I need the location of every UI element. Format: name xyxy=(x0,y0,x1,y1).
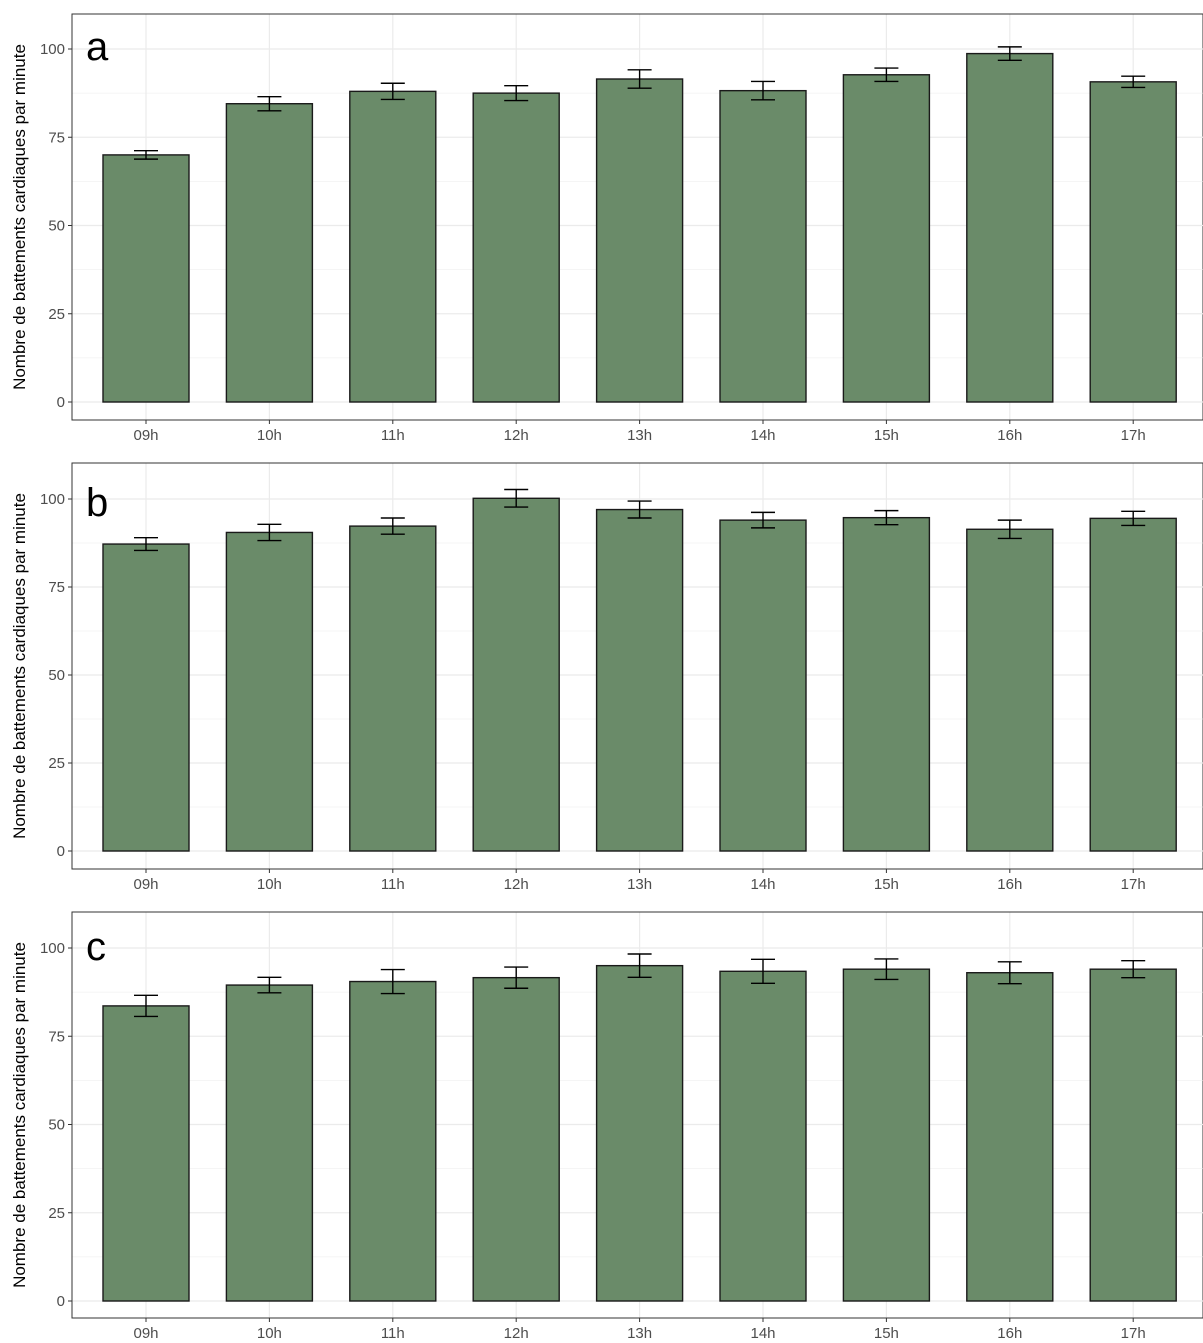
bar xyxy=(595,964,684,1302)
x-tick-label: 09h xyxy=(133,1325,158,1342)
bar xyxy=(1089,968,1177,1302)
x-tick-label: 14h xyxy=(750,427,775,444)
panel-b-letter: b xyxy=(86,481,108,525)
x-tick-label: 13h xyxy=(627,876,652,893)
y-tick-label: 0 xyxy=(57,1293,65,1310)
x-tick-label: 09h xyxy=(133,427,158,444)
bar xyxy=(225,531,314,852)
x-tick-label: 13h xyxy=(627,1325,652,1342)
bar xyxy=(595,78,684,403)
x-tick-label: 15h xyxy=(874,427,899,444)
y-tick-label: 0 xyxy=(57,843,65,860)
bar xyxy=(102,154,190,403)
y-tick-label: 75 xyxy=(48,579,65,596)
y-tick-label: 100 xyxy=(40,491,65,508)
x-tick-label: 12h xyxy=(504,876,529,893)
panel-a-yticks: 0 25 50 75 100 xyxy=(40,41,72,411)
panel-a: 0 25 50 75 100 09h 10h 11h 12h 13h 14h 15h 16h 17h a… xyxy=(10,13,1203,444)
panel-c: 0 25 50 75 100 09h 10h 11h 12h 13h 14h 15h 16h 17h c… xyxy=(10,911,1203,1342)
bar xyxy=(719,519,807,852)
y-tick-label: 100 xyxy=(40,940,65,957)
panel-b-bars xyxy=(102,488,1177,852)
x-tick-label: 12h xyxy=(504,427,529,444)
panel-c-xticks: 09h 10h 11h 12h 13h 14h 15h 16h 17h xyxy=(133,1318,1146,1342)
panel-a-xticks: 09h 10h 11h 12h 13h 14h 15h 16h 17h xyxy=(133,420,1146,444)
y-tick-label: 25 xyxy=(48,755,65,772)
panel-b: 0 25 50 75 100 09h 10h 11h 12h 13h 14h 15h 16h 17h b… xyxy=(10,462,1203,893)
bar xyxy=(472,497,560,852)
y-tick-label: 50 xyxy=(48,667,65,684)
x-tick-label: 16h xyxy=(997,427,1022,444)
bar xyxy=(966,528,1054,852)
panel-c-letter: c xyxy=(86,925,106,969)
x-tick-label: 11h xyxy=(381,876,405,893)
bar xyxy=(349,980,437,1302)
bar xyxy=(1089,517,1177,852)
bar xyxy=(472,92,560,403)
x-tick-label: 15h xyxy=(874,1325,899,1342)
panel-a-letter: a xyxy=(86,25,109,69)
bar xyxy=(349,90,437,403)
y-tick-label: 100 xyxy=(40,41,65,58)
x-tick-label: 12h xyxy=(504,1325,529,1342)
x-tick-label: 14h xyxy=(750,876,775,893)
x-tick-label: 16h xyxy=(997,876,1022,893)
bar xyxy=(595,508,684,852)
bar xyxy=(842,516,931,852)
x-tick-label: 17h xyxy=(1121,876,1146,893)
panel-a-bars xyxy=(102,46,1177,403)
y-tick-label: 50 xyxy=(48,218,65,235)
panel-b-ylabel: Nombre de battements cardiaques par minu… xyxy=(10,493,29,839)
x-tick-label: 17h xyxy=(1121,1325,1146,1342)
x-tick-label: 13h xyxy=(627,427,652,444)
bar xyxy=(966,972,1054,1302)
bar xyxy=(225,984,314,1302)
panel-c-ylabel: Nombre de battements cardiaques par minu… xyxy=(10,942,29,1288)
x-tick-label: 10h xyxy=(257,876,282,893)
x-tick-label: 16h xyxy=(997,1325,1022,1342)
x-tick-label: 10h xyxy=(257,427,282,444)
bar xyxy=(966,52,1054,403)
y-tick-label: 25 xyxy=(48,1205,65,1222)
bar xyxy=(472,976,560,1302)
x-tick-label: 11h xyxy=(381,1325,405,1342)
bar xyxy=(102,1005,190,1302)
bar xyxy=(102,543,190,852)
panel-c-yticks: 0 25 50 75 100 xyxy=(40,940,72,1310)
panel-c-bars xyxy=(102,953,1177,1302)
x-tick-label: 09h xyxy=(133,876,158,893)
bar xyxy=(349,525,437,852)
bar xyxy=(225,103,314,403)
bar xyxy=(842,968,931,1302)
y-tick-label: 75 xyxy=(48,1028,65,1045)
y-tick-label: 25 xyxy=(48,306,65,323)
x-tick-label: 15h xyxy=(874,876,899,893)
panel-b-yticks: 0 25 50 75 100 xyxy=(40,491,72,860)
bar xyxy=(1089,81,1177,403)
x-tick-label: 10h xyxy=(257,1325,282,1342)
panel-a-ylabel: Nombre de battements cardiaques par minu… xyxy=(10,44,29,390)
x-tick-label: 17h xyxy=(1121,427,1146,444)
panel-b-xticks: 09h 10h 11h 12h 13h 14h 15h 16h 17h xyxy=(133,869,1146,893)
y-tick-label: 0 xyxy=(57,394,65,411)
y-tick-label: 50 xyxy=(48,1117,65,1134)
x-tick-label: 11h xyxy=(381,427,405,444)
bar xyxy=(842,74,931,403)
x-tick-label: 14h xyxy=(750,1325,775,1342)
y-tick-label: 75 xyxy=(48,129,65,146)
bar xyxy=(719,89,807,403)
bar xyxy=(719,970,807,1302)
